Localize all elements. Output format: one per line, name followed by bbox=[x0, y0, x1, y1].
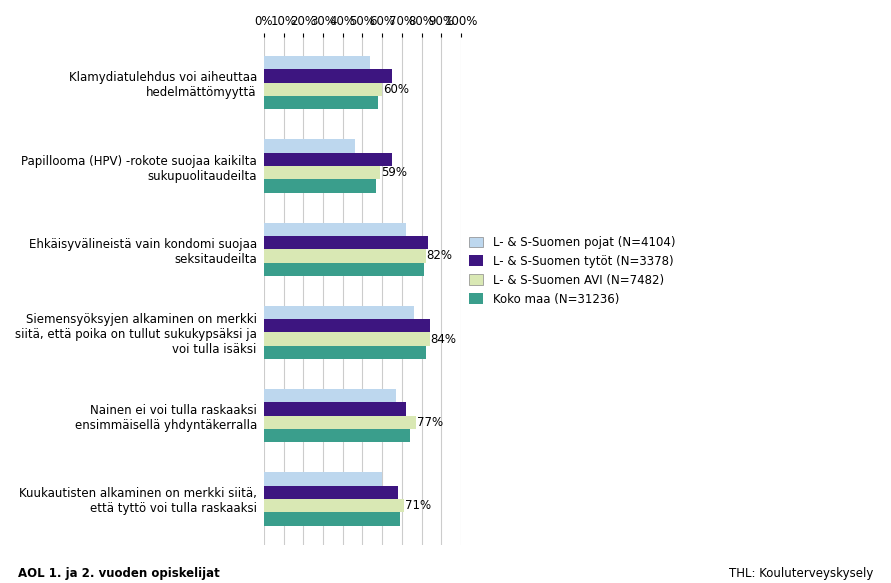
Bar bbox=[264, 153, 392, 166]
Bar bbox=[264, 499, 404, 512]
Bar bbox=[264, 416, 416, 429]
Bar bbox=[264, 402, 405, 416]
Bar bbox=[264, 512, 400, 526]
Bar bbox=[264, 250, 426, 262]
Legend: L- & S-Suomen pojat (N=4104), L- & S-Suomen tytöt (N=3378), L- & S-Suomen AVI (N: L- & S-Suomen pojat (N=4104), L- & S-Suo… bbox=[469, 236, 675, 305]
Bar bbox=[264, 262, 423, 276]
Bar bbox=[264, 223, 405, 236]
Bar bbox=[264, 56, 371, 69]
Text: 59%: 59% bbox=[381, 166, 407, 179]
Text: 77%: 77% bbox=[417, 416, 443, 429]
Bar bbox=[264, 83, 382, 96]
Bar bbox=[264, 139, 355, 153]
Text: AOL 1. ja 2. vuoden opiskelijat: AOL 1. ja 2. vuoden opiskelijat bbox=[18, 567, 219, 580]
Bar bbox=[264, 236, 428, 250]
Bar bbox=[264, 429, 410, 442]
Text: 82%: 82% bbox=[427, 250, 453, 262]
Bar bbox=[264, 332, 429, 346]
Bar bbox=[264, 96, 378, 110]
Bar bbox=[264, 389, 396, 402]
Bar bbox=[264, 180, 376, 193]
Text: 71%: 71% bbox=[405, 499, 431, 512]
Bar bbox=[264, 305, 413, 319]
Bar bbox=[264, 319, 429, 332]
Text: THL: Kouluterveyskysely: THL: Kouluterveyskysely bbox=[729, 567, 873, 580]
Text: 84%: 84% bbox=[430, 333, 456, 346]
Bar bbox=[264, 346, 426, 359]
Bar bbox=[264, 166, 380, 180]
Bar bbox=[264, 472, 382, 486]
Bar bbox=[264, 486, 398, 499]
Text: 60%: 60% bbox=[383, 83, 409, 96]
Bar bbox=[264, 69, 392, 83]
